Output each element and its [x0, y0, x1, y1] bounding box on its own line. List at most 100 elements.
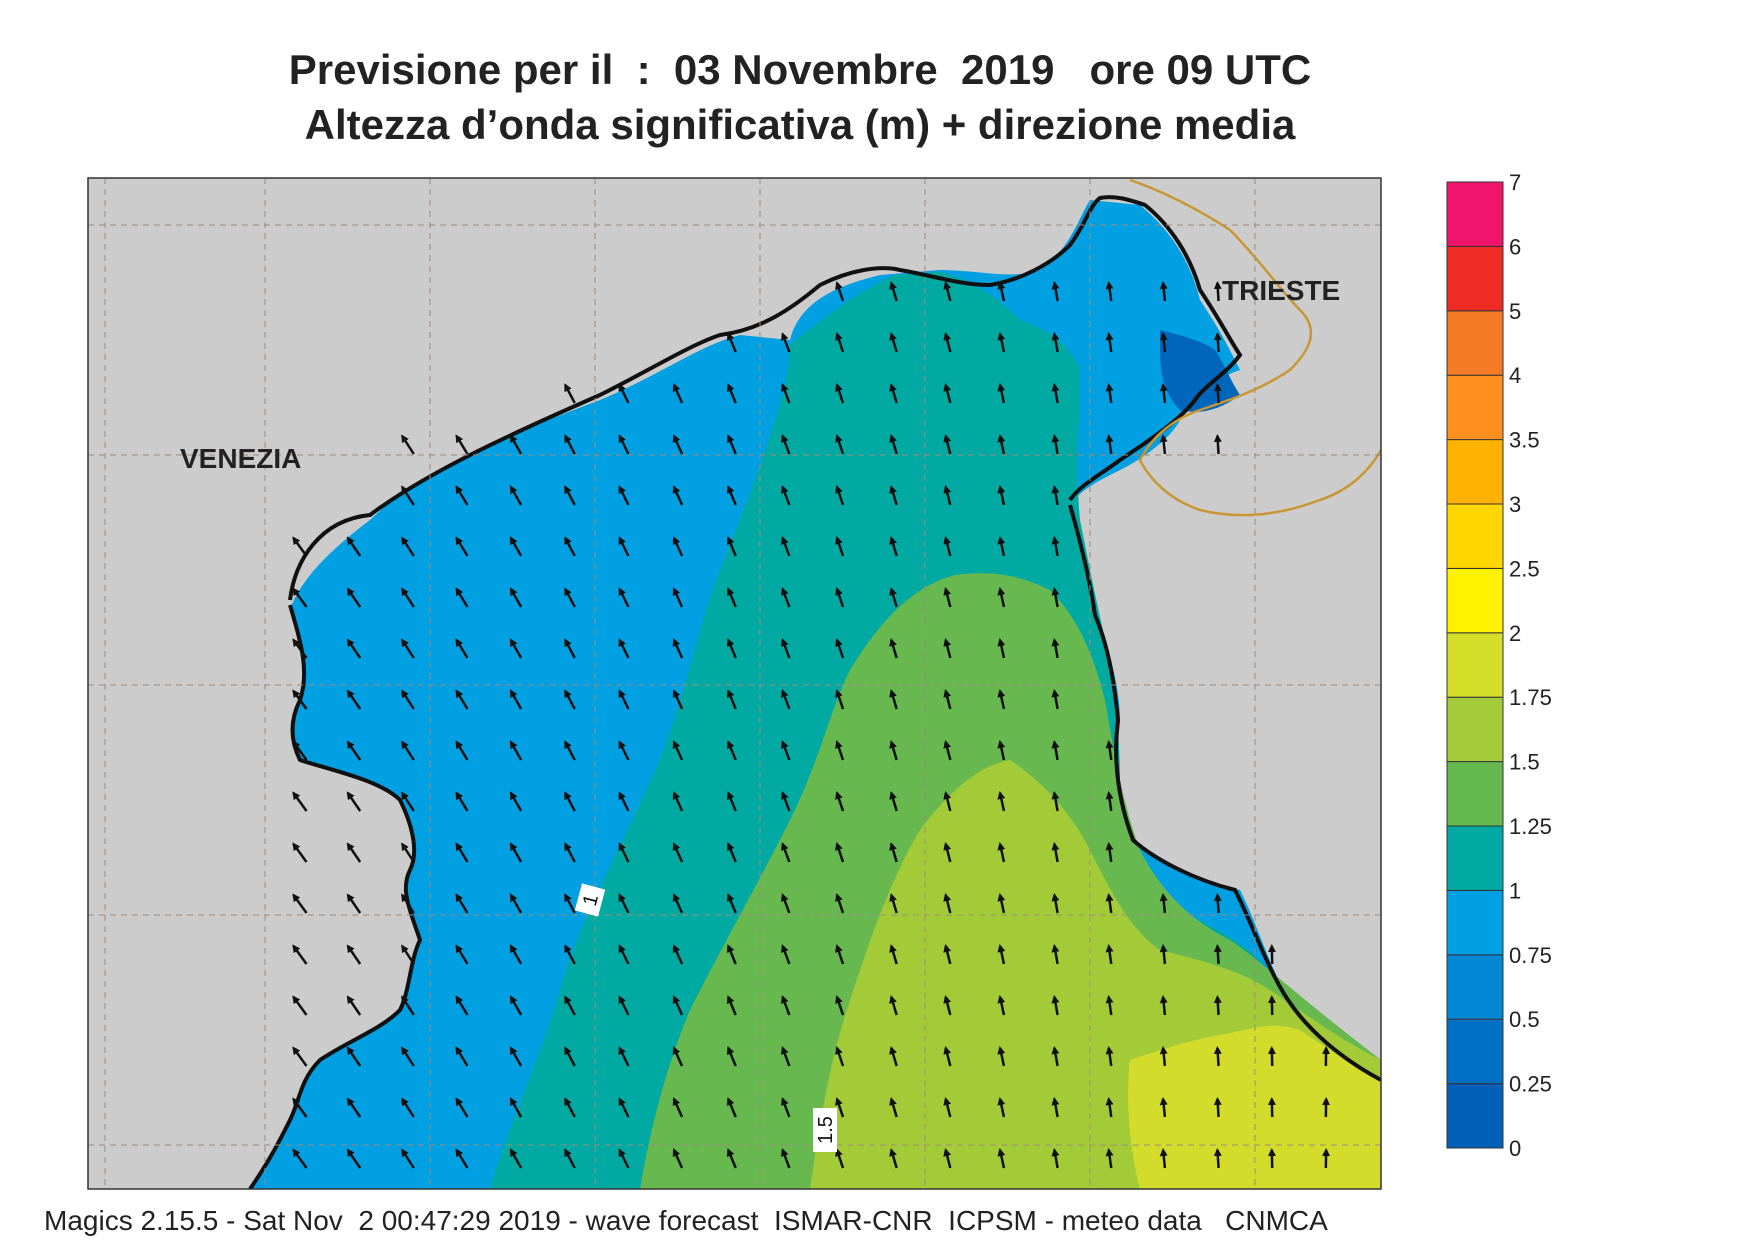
wave-direction-arrow: [618, 689, 630, 710]
wave-direction-arrow: [835, 995, 845, 1016]
wave-direction-arrow: [1105, 383, 1114, 404]
wave-direction-arrow: [997, 1097, 1006, 1118]
wave-direction-arrow: [1051, 689, 1060, 710]
wave-direction-arrow: [618, 1148, 630, 1169]
wave-direction-arrow: [672, 536, 684, 557]
wave-direction-arrow: [1051, 638, 1060, 659]
wave-direction-arrow: [726, 1148, 737, 1169]
legend-swatch: [1446, 1083, 1504, 1149]
wave-direction-arrow: [618, 383, 630, 404]
wave-direction-arrow: [618, 791, 630, 812]
wave-direction-arrow: [943, 281, 952, 302]
wave-direction-arrow: [835, 1046, 845, 1067]
wave-direction-arrow: [509, 434, 523, 455]
wave-direction-arrow: [943, 740, 952, 761]
wave-direction-arrow: [564, 995, 576, 1016]
wave-direction-arrow: [509, 893, 523, 914]
wave-direction-arrow: [1213, 434, 1222, 455]
wave-direction-arrow: [564, 485, 576, 506]
wave-direction-arrow: [401, 536, 415, 557]
wave-direction-arrow: [618, 587, 630, 608]
wave-direction-arrow: [780, 638, 791, 659]
legend-swatch: [1446, 696, 1504, 763]
wave-direction-arrow: [1105, 281, 1114, 302]
wave-direction-arrow: [292, 1148, 308, 1169]
wave-direction-arrow: [1105, 332, 1114, 353]
wave-direction-arrow: [564, 689, 576, 710]
wave-direction-arrow: [292, 638, 308, 659]
wave-direction-arrow: [564, 1148, 576, 1169]
wave-direction-arrow: [997, 842, 1006, 863]
wave-direction-arrow: [943, 944, 952, 965]
wave-direction-arrow: [1105, 1097, 1114, 1118]
wave-direction-arrow: [889, 587, 898, 608]
wave-direction-arrow: [346, 842, 362, 863]
wave-direction-arrow: [564, 791, 576, 812]
wave-direction-arrow: [455, 944, 469, 965]
legend-swatch: [1446, 889, 1504, 956]
legend-tick-label: 1: [1509, 878, 1521, 903]
wave-direction-arrow: [780, 1148, 791, 1169]
wave-direction-arrow: [292, 944, 308, 965]
contour-label-1: 1: [574, 883, 606, 917]
wave-direction-arrow: [672, 485, 684, 506]
wave-direction-arrow: [726, 1097, 737, 1118]
legend-swatch: [1446, 761, 1504, 827]
wave-direction-arrow: [997, 1148, 1006, 1169]
wave-direction-arrow: [726, 587, 737, 608]
wave-direction-arrow: [618, 638, 630, 659]
wave-direction-arrow: [1051, 944, 1060, 965]
wave-direction-arrow: [943, 842, 952, 863]
wave-direction-arrow: [726, 944, 737, 965]
wave-direction-arrow: [672, 587, 684, 608]
wave-direction-arrow: [726, 638, 737, 659]
wave-direction-arrow: [726, 740, 737, 761]
wave-direction-arrow: [780, 383, 791, 404]
wave-direction-arrow: [346, 1097, 362, 1118]
wave-direction-arrow: [401, 587, 415, 608]
wave-direction-arrow: [564, 536, 576, 557]
wave-direction-arrow: [618, 1046, 630, 1067]
wave-direction-arrow: [455, 791, 469, 812]
legend-tick-label: 5: [1509, 299, 1521, 324]
wave-direction-arrow: [835, 740, 845, 761]
wave-direction-arrow: [780, 485, 791, 506]
wave-direction-arrow: [1213, 1148, 1222, 1169]
wave-direction-arrow: [997, 1046, 1006, 1067]
wave-direction-arrow: [346, 1046, 362, 1067]
wave-direction-arrow: [618, 944, 630, 965]
wave-direction-arrow: [943, 485, 952, 506]
wave-direction-arrow: [780, 1097, 791, 1118]
wave-direction-arrows: [292, 281, 1331, 1169]
wave-direction-arrow: [455, 995, 469, 1016]
wave-direction-arrow: [564, 383, 576, 404]
country-border: [1129, 178, 1381, 517]
wave-direction-arrow: [672, 1046, 684, 1067]
wave-direction-arrow: [509, 944, 523, 965]
wave-direction-arrow: [401, 638, 415, 659]
wave-direction-arrow: [835, 587, 845, 608]
wave-direction-arrow: [1051, 281, 1060, 302]
wave-direction-arrow: [292, 842, 308, 863]
wave-direction-arrow: [1051, 485, 1060, 506]
wave-direction-arrow: [346, 689, 362, 710]
wave-direction-arrow: [618, 434, 630, 455]
wave-direction-arrow: [943, 1046, 952, 1067]
wave-direction-arrow: [780, 995, 791, 1016]
wave-direction-arrow: [835, 638, 845, 659]
wave-direction-arrow: [401, 1046, 415, 1067]
wave-direction-arrow: [1105, 944, 1114, 965]
wave-direction-arrow: [509, 842, 523, 863]
wave-direction-arrow: [672, 791, 684, 812]
wave-direction-arrow: [943, 893, 952, 914]
wave-direction-arrow: [780, 944, 791, 965]
wave-direction-arrow: [455, 1148, 469, 1169]
wave-direction-arrow: [726, 842, 737, 863]
wave-direction-arrow: [346, 638, 362, 659]
wave-direction-arrow: [889, 536, 898, 557]
wave-direction-arrow: [618, 536, 630, 557]
wave-direction-arrow: [1051, 587, 1060, 608]
wave-direction-arrow: [455, 536, 469, 557]
wave-direction-arrow: [1213, 1046, 1222, 1067]
wave-direction-arrow: [564, 944, 576, 965]
